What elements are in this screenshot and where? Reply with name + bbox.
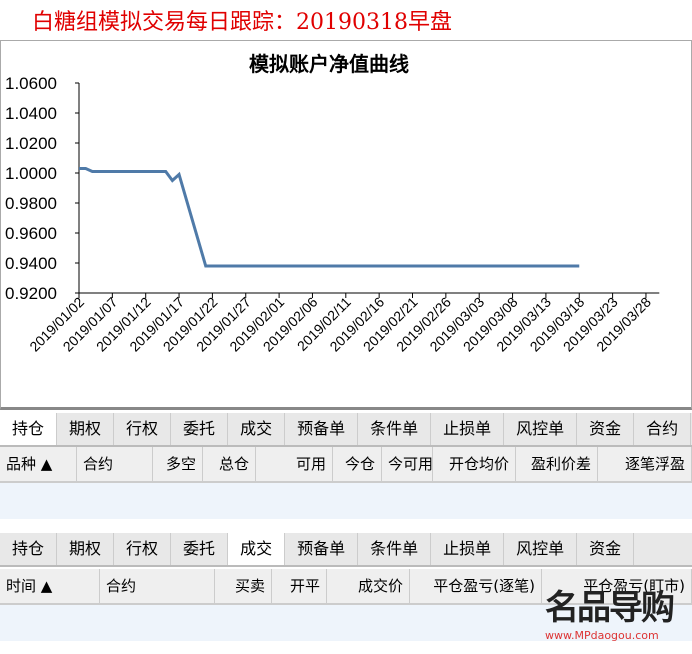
tab-5[interactable]: 预备单: [285, 533, 359, 565]
y-tick-label: 0.9600: [5, 224, 57, 243]
panel2-tabs: 持仓 期权 行权 委托 成交 预备单 条件单 止损单 风控单 资金: [0, 533, 692, 567]
column-header[interactable]: 买卖: [215, 569, 272, 603]
tab-1[interactable]: 期权: [57, 413, 115, 445]
tab-7[interactable]: 止损单: [431, 413, 505, 445]
panel2-empty-row: [0, 605, 692, 641]
tab-1[interactable]: 期权: [57, 533, 115, 565]
tab-4[interactable]: 成交: [228, 413, 286, 445]
tab-8[interactable]: 风控单: [504, 533, 578, 565]
panel1-tabs: 持仓 期权 行权 委托 成交 预备单 条件单 止损单 风控单 资金 合约: [0, 413, 692, 447]
tab-0[interactable]: 持仓: [0, 413, 58, 445]
panel2-header: 时间 ▲ 合约 买卖 开平 成交价 平仓盈亏(逐笔) 平仓盈亏(盯市): [0, 569, 692, 605]
y-tick-label: 1.0400: [5, 104, 57, 123]
watermark-logo: 名品导购: [545, 588, 675, 628]
watermark: 名品导购 www.MPdaogou.com: [545, 580, 675, 642]
tab-9[interactable]: 资金: [577, 413, 635, 445]
column-header[interactable]: 成交价: [327, 569, 410, 603]
tab-7[interactable]: 止损单: [431, 533, 505, 565]
column-header[interactable]: 总仓: [203, 447, 256, 481]
chart-area: 模拟账户净值曲线 1.0600 1.0400 1.0200 1.0000 0.9800 0.…: [0, 40, 692, 410]
tab-9[interactable]: 资金: [577, 533, 635, 565]
tab-10[interactable]: 合约: [634, 413, 692, 445]
tab-6[interactable]: 条件单: [358, 413, 432, 445]
column-header[interactable]: 盈利价差: [516, 447, 598, 481]
tab-5[interactable]: 预备单: [285, 413, 359, 445]
column-header[interactable]: 开平: [272, 569, 327, 603]
tab-3[interactable]: 委托: [171, 533, 229, 565]
column-header[interactable]: 平仓盈亏(逐笔): [410, 569, 542, 603]
tab-8[interactable]: 风控单: [504, 413, 578, 445]
column-header[interactable]: 今可用: [382, 447, 433, 481]
tab-2[interactable]: 行权: [114, 413, 172, 445]
y-tick-label: 0.9200: [5, 284, 57, 303]
column-header[interactable]: 品种 ▲: [0, 447, 77, 481]
column-header[interactable]: 逐笔浮盈: [598, 447, 692, 481]
panel1-header: 品种 ▲ 合约 多空 总仓 可用 今仓 今可用 开仓均价 盈利价差 逐笔浮盈: [0, 447, 692, 483]
column-header[interactable]: 合约: [100, 569, 215, 603]
panel1-empty-row: [0, 483, 692, 519]
equity-line: [79, 167, 580, 268]
column-header[interactable]: 多空: [153, 447, 203, 481]
tab-4[interactable]: 成交: [228, 533, 286, 565]
column-header[interactable]: 开仓均价: [433, 447, 516, 481]
y-tick-label: 0.9800: [5, 194, 57, 213]
column-header[interactable]: 今仓: [333, 447, 382, 481]
column-header[interactable]: 时间 ▲: [0, 569, 100, 603]
y-tick-label: 1.0000: [5, 164, 57, 183]
chart-title: 模拟账户净值曲线: [249, 52, 409, 76]
y-tick-label: 1.0200: [5, 134, 57, 153]
page-title: 白糖组模拟交易每日跟踪：20190318早盘: [32, 10, 452, 35]
column-header[interactable]: 合约: [77, 447, 153, 481]
watermark-url: www.MPdaogou.com: [545, 629, 659, 642]
tab-3[interactable]: 委托: [171, 413, 229, 445]
equity-chart: 模拟账户净值曲线 1.0600 1.0400 1.0200 1.0000 0.9800 0.…: [5, 52, 660, 355]
tab-6[interactable]: 条件单: [358, 533, 432, 565]
tab-0[interactable]: 持仓: [0, 533, 58, 565]
tab-2[interactable]: 行权: [114, 533, 172, 565]
y-tick-label: 1.0600: [5, 74, 57, 93]
column-header[interactable]: 可用: [256, 447, 333, 481]
y-tick-label: 0.9400: [5, 254, 57, 273]
